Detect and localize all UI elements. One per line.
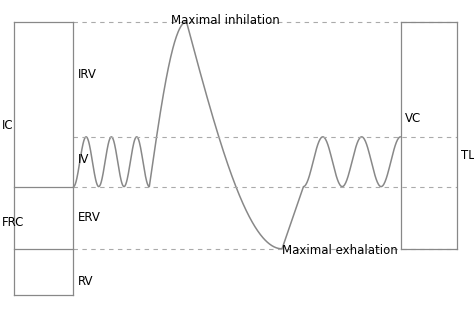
Text: IC: IC [2,119,14,132]
Text: FRC: FRC [2,216,25,229]
Text: IRV: IRV [78,68,97,81]
Text: IV: IV [78,153,90,166]
Text: RV: RV [78,275,94,288]
Text: Maximal inhilation: Maximal inhilation [171,14,279,27]
Text: VC: VC [405,112,421,125]
Text: ERV: ERV [78,211,101,224]
Text: Maximal exhalation: Maximal exhalation [282,244,398,257]
Text: TLC: TLC [461,149,474,162]
